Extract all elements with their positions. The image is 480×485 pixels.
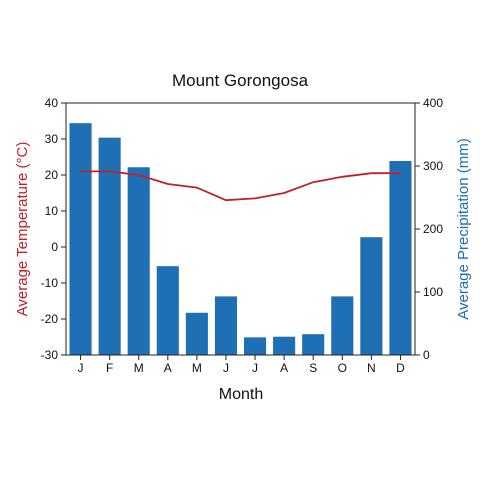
y-left-tick-label: 40 (45, 96, 59, 110)
temperature-line (80, 170, 401, 202)
y-right-tick-label: 400 (423, 96, 443, 110)
y-left-tick-label: 20 (45, 168, 59, 182)
y-right-tick-label: 0 (423, 348, 430, 362)
precip-bar (69, 123, 92, 355)
x-tick-label: O (338, 361, 347, 375)
x-tick-label: A (280, 361, 288, 375)
y-left-tick-label: -20 (41, 312, 59, 326)
y-right-tick-label: 200 (423, 222, 443, 236)
precip-bar (331, 296, 354, 355)
x-tick-label: J (78, 361, 84, 375)
x-tick-label: S (309, 361, 317, 375)
precip-bar (156, 266, 179, 355)
y-left-tick-label: 0 (51, 240, 58, 254)
precip-bar (214, 296, 238, 355)
precip-bar (185, 312, 208, 355)
x-tick-label: M (192, 361, 202, 375)
precip-bar (98, 137, 121, 355)
y-left-tick-label: 30 (45, 132, 59, 146)
x-tick-label: J (252, 361, 258, 375)
x-tick-label: J (223, 361, 229, 375)
precip-bar (273, 336, 296, 355)
precip-bar (127, 167, 150, 355)
chart-title: Mount Gorongosa (172, 71, 309, 90)
y-right-axis-label: Average Precipitation (mm) (455, 138, 472, 319)
precip-bar (360, 237, 383, 355)
x-tick-label: A (164, 361, 172, 375)
x-tick-label: N (367, 361, 376, 375)
y-right-tick-label: 100 (423, 285, 443, 299)
x-tick-label: F (106, 361, 113, 375)
y-left-tick-label: 10 (45, 204, 59, 218)
precip-bar (243, 337, 267, 355)
precip-bar (302, 334, 325, 355)
y-right-tick-label: 300 (423, 159, 443, 173)
y-left-axis-label: Average Temperature (°C) (14, 142, 31, 317)
x-tick-label: M (134, 361, 144, 375)
x-axis-label: Month (219, 386, 263, 403)
y-left-tick-label: -30 (41, 348, 59, 362)
x-tick-label: D (396, 361, 405, 375)
precip-bar (389, 160, 412, 355)
y-left-tick-label: -10 (41, 276, 59, 290)
